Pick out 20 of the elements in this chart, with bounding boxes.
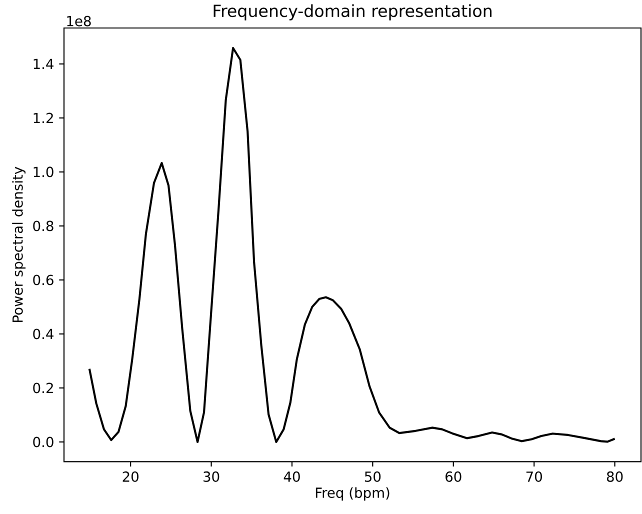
y-tick-label: 0.2 (33, 382, 53, 394)
y-tick-label: 0.0 (33, 436, 54, 448)
x-tick-label: 60 (446, 471, 462, 482)
y-tick-label: 1.4 (34, 58, 54, 69)
y-tick-label: 0.6 (33, 274, 54, 286)
text: 1e8 (67, 16, 91, 26)
x-axis-title: Freq (bpm) (316, 487, 390, 501)
x-tick-label: 50 (364, 471, 381, 482)
y-axis-title: Power spectral density (12, 166, 26, 322)
y-tick-label: 0.8 (33, 220, 54, 232)
x-tick-label: 30 (204, 471, 220, 482)
y-tick-label: 1.2 (34, 112, 53, 124)
x-tick-label: 20 (122, 471, 138, 482)
y-tick-label: 0.4 (33, 328, 54, 340)
x-tick-label: 80 (606, 471, 623, 482)
x-tick-label: 40 (284, 471, 300, 482)
line-series (88, 46, 616, 444)
chart-title: Frequency-domain representation (214, 4, 492, 20)
y-tick-label: 1.0 (34, 166, 54, 178)
x-tick-label: 70 (526, 471, 542, 482)
